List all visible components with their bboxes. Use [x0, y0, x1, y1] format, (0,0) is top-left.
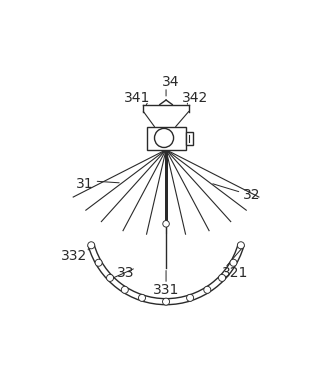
Text: 32: 32 — [243, 188, 260, 202]
Circle shape — [95, 259, 102, 266]
Circle shape — [237, 242, 244, 249]
Circle shape — [204, 286, 211, 293]
Text: 33: 33 — [117, 266, 135, 280]
Text: 341: 341 — [124, 91, 150, 105]
Text: 342: 342 — [182, 91, 208, 105]
Circle shape — [155, 128, 174, 147]
Circle shape — [107, 274, 114, 282]
Circle shape — [138, 294, 145, 301]
Circle shape — [218, 274, 226, 282]
Text: 331: 331 — [153, 283, 179, 298]
Circle shape — [163, 221, 169, 227]
Circle shape — [163, 298, 169, 305]
Bar — [186, 132, 192, 145]
Text: 31: 31 — [75, 177, 93, 191]
Circle shape — [88, 242, 95, 249]
Bar — [146, 127, 186, 151]
Circle shape — [121, 286, 128, 293]
Circle shape — [187, 294, 194, 301]
Text: 321: 321 — [222, 266, 248, 280]
Text: 34: 34 — [162, 75, 180, 89]
Circle shape — [230, 259, 237, 266]
Text: 332: 332 — [61, 249, 87, 264]
